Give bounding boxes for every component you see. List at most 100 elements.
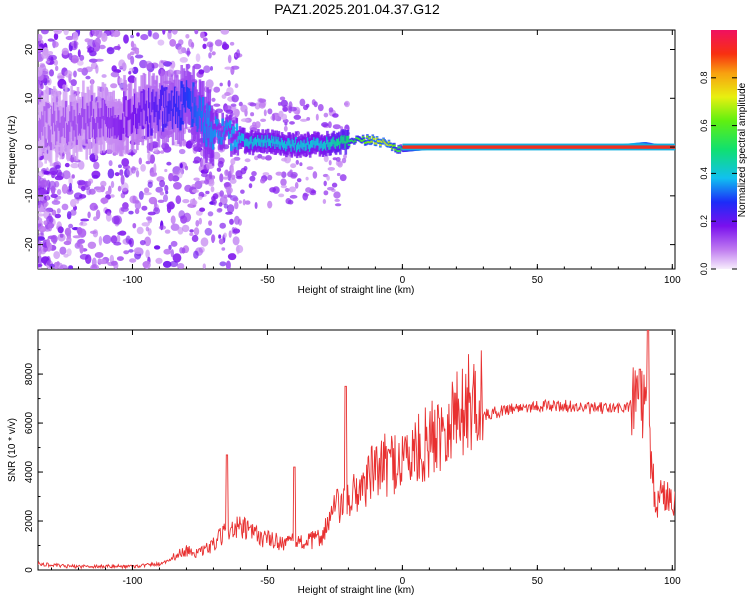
- noise-blob: [166, 204, 172, 214]
- noise-blob: [223, 182, 231, 188]
- noise-blob: [177, 263, 185, 269]
- noise-blob: [110, 194, 115, 198]
- colorbar-gradient: [711, 30, 737, 269]
- noise-blob: [164, 168, 168, 173]
- noise-blob: [49, 167, 58, 176]
- noise-blob: [201, 172, 208, 178]
- noise-blob: [169, 64, 174, 74]
- noise-blob: [38, 252, 42, 257]
- noise-blob: [145, 249, 150, 259]
- noise-blob: [148, 196, 158, 205]
- noise-blob: [339, 174, 347, 182]
- noise-blob: [208, 171, 213, 179]
- noise-blob: [254, 121, 261, 129]
- noise-blob: [147, 151, 151, 162]
- noise-blob: [313, 101, 318, 108]
- noise-blob: [38, 236, 45, 241]
- noise-blob: [337, 160, 343, 168]
- noise-blob: [114, 172, 120, 177]
- noise-blob: [38, 225, 47, 233]
- noise-blob: [289, 121, 295, 125]
- noise-blob: [275, 171, 283, 176]
- noise-blob: [191, 189, 199, 193]
- noise-blob: [279, 96, 286, 101]
- noise-blob: [122, 202, 129, 210]
- noise-blob: [225, 186, 233, 194]
- noise-blob: [290, 171, 298, 178]
- noise-blob: [38, 66, 43, 77]
- ridge-core: [367, 141, 370, 143]
- noise-blob: [230, 158, 236, 165]
- noise-blob: [153, 207, 161, 215]
- x-tick-label: 100: [664, 576, 681, 587]
- noise-blob: [153, 245, 161, 250]
- noise-blob: [249, 102, 257, 107]
- noise-blob: [250, 112, 255, 117]
- noise-blob: [226, 204, 235, 214]
- noise-blob: [181, 247, 186, 254]
- x-tick-label: 0: [400, 275, 406, 286]
- noise-blob: [54, 175, 64, 181]
- noise-blob: [231, 253, 236, 259]
- noise-blob: [178, 210, 185, 220]
- y-tick-label: 0: [24, 567, 35, 573]
- noise-blob: [333, 191, 341, 199]
- noise-blob: [164, 184, 169, 192]
- noise-blob: [157, 199, 165, 203]
- noise-blob: [132, 66, 139, 75]
- noise-blob: [54, 213, 61, 219]
- noise-blob: [213, 103, 221, 107]
- y-tick-label: 2000: [24, 509, 35, 532]
- y-tick-label: 10: [24, 92, 35, 104]
- noise-blob: [210, 186, 215, 193]
- noise-blob: [284, 155, 291, 164]
- ridge-core: [368, 137, 371, 140]
- noise-blob: [214, 39, 223, 47]
- noise-blob: [166, 71, 172, 76]
- noise-blob: [38, 220, 44, 224]
- noise-blob: [193, 250, 199, 259]
- ridge-core: [397, 146, 400, 149]
- noise-blob: [76, 60, 84, 66]
- noise-blob: [296, 178, 302, 183]
- noise-blob: [109, 254, 115, 264]
- noise-blob: [47, 38, 54, 42]
- noise-blob: [170, 240, 178, 247]
- noise-blob: [78, 222, 88, 227]
- noise-blob: [282, 106, 288, 112]
- noise-blob: [77, 160, 85, 170]
- noise-blob: [198, 217, 202, 225]
- noise-blob: [88, 180, 92, 187]
- noise-blob: [332, 124, 341, 130]
- noise-blob: [202, 263, 206, 269]
- y-tick-label: 6000: [24, 412, 35, 435]
- noise-blob: [240, 189, 245, 194]
- noise-blob: [54, 30, 60, 33]
- noise-blob: [84, 38, 91, 43]
- noise-blob: [129, 258, 137, 263]
- noise-blob: [98, 236, 103, 246]
- noise-blob: [218, 234, 222, 239]
- noise-blob: [116, 234, 121, 243]
- noise-blob: [216, 167, 222, 172]
- noise-blob: [72, 31, 79, 42]
- noise-blob: [221, 43, 230, 50]
- noise-blob: [283, 125, 288, 132]
- x-tick-label: -50: [260, 576, 275, 587]
- noise-blob: [178, 169, 183, 179]
- spectrogram-ylabel: Frequency (Hz): [7, 116, 18, 185]
- noise-blob: [262, 172, 270, 176]
- figure-title: PAZ1.2025.201.04.37.G12: [274, 1, 440, 17]
- noise-blob: [312, 171, 318, 179]
- noise-blob: [322, 199, 327, 204]
- noise-blob: [87, 46, 95, 53]
- noise-blob: [315, 113, 319, 121]
- noise-blob: [57, 226, 64, 234]
- noise-blob: [98, 44, 106, 50]
- noise-blob: [94, 252, 104, 258]
- noise-blob: [92, 174, 99, 179]
- noise-blob: [59, 246, 67, 255]
- noise-blob: [66, 248, 72, 257]
- noise-blob: [251, 171, 257, 177]
